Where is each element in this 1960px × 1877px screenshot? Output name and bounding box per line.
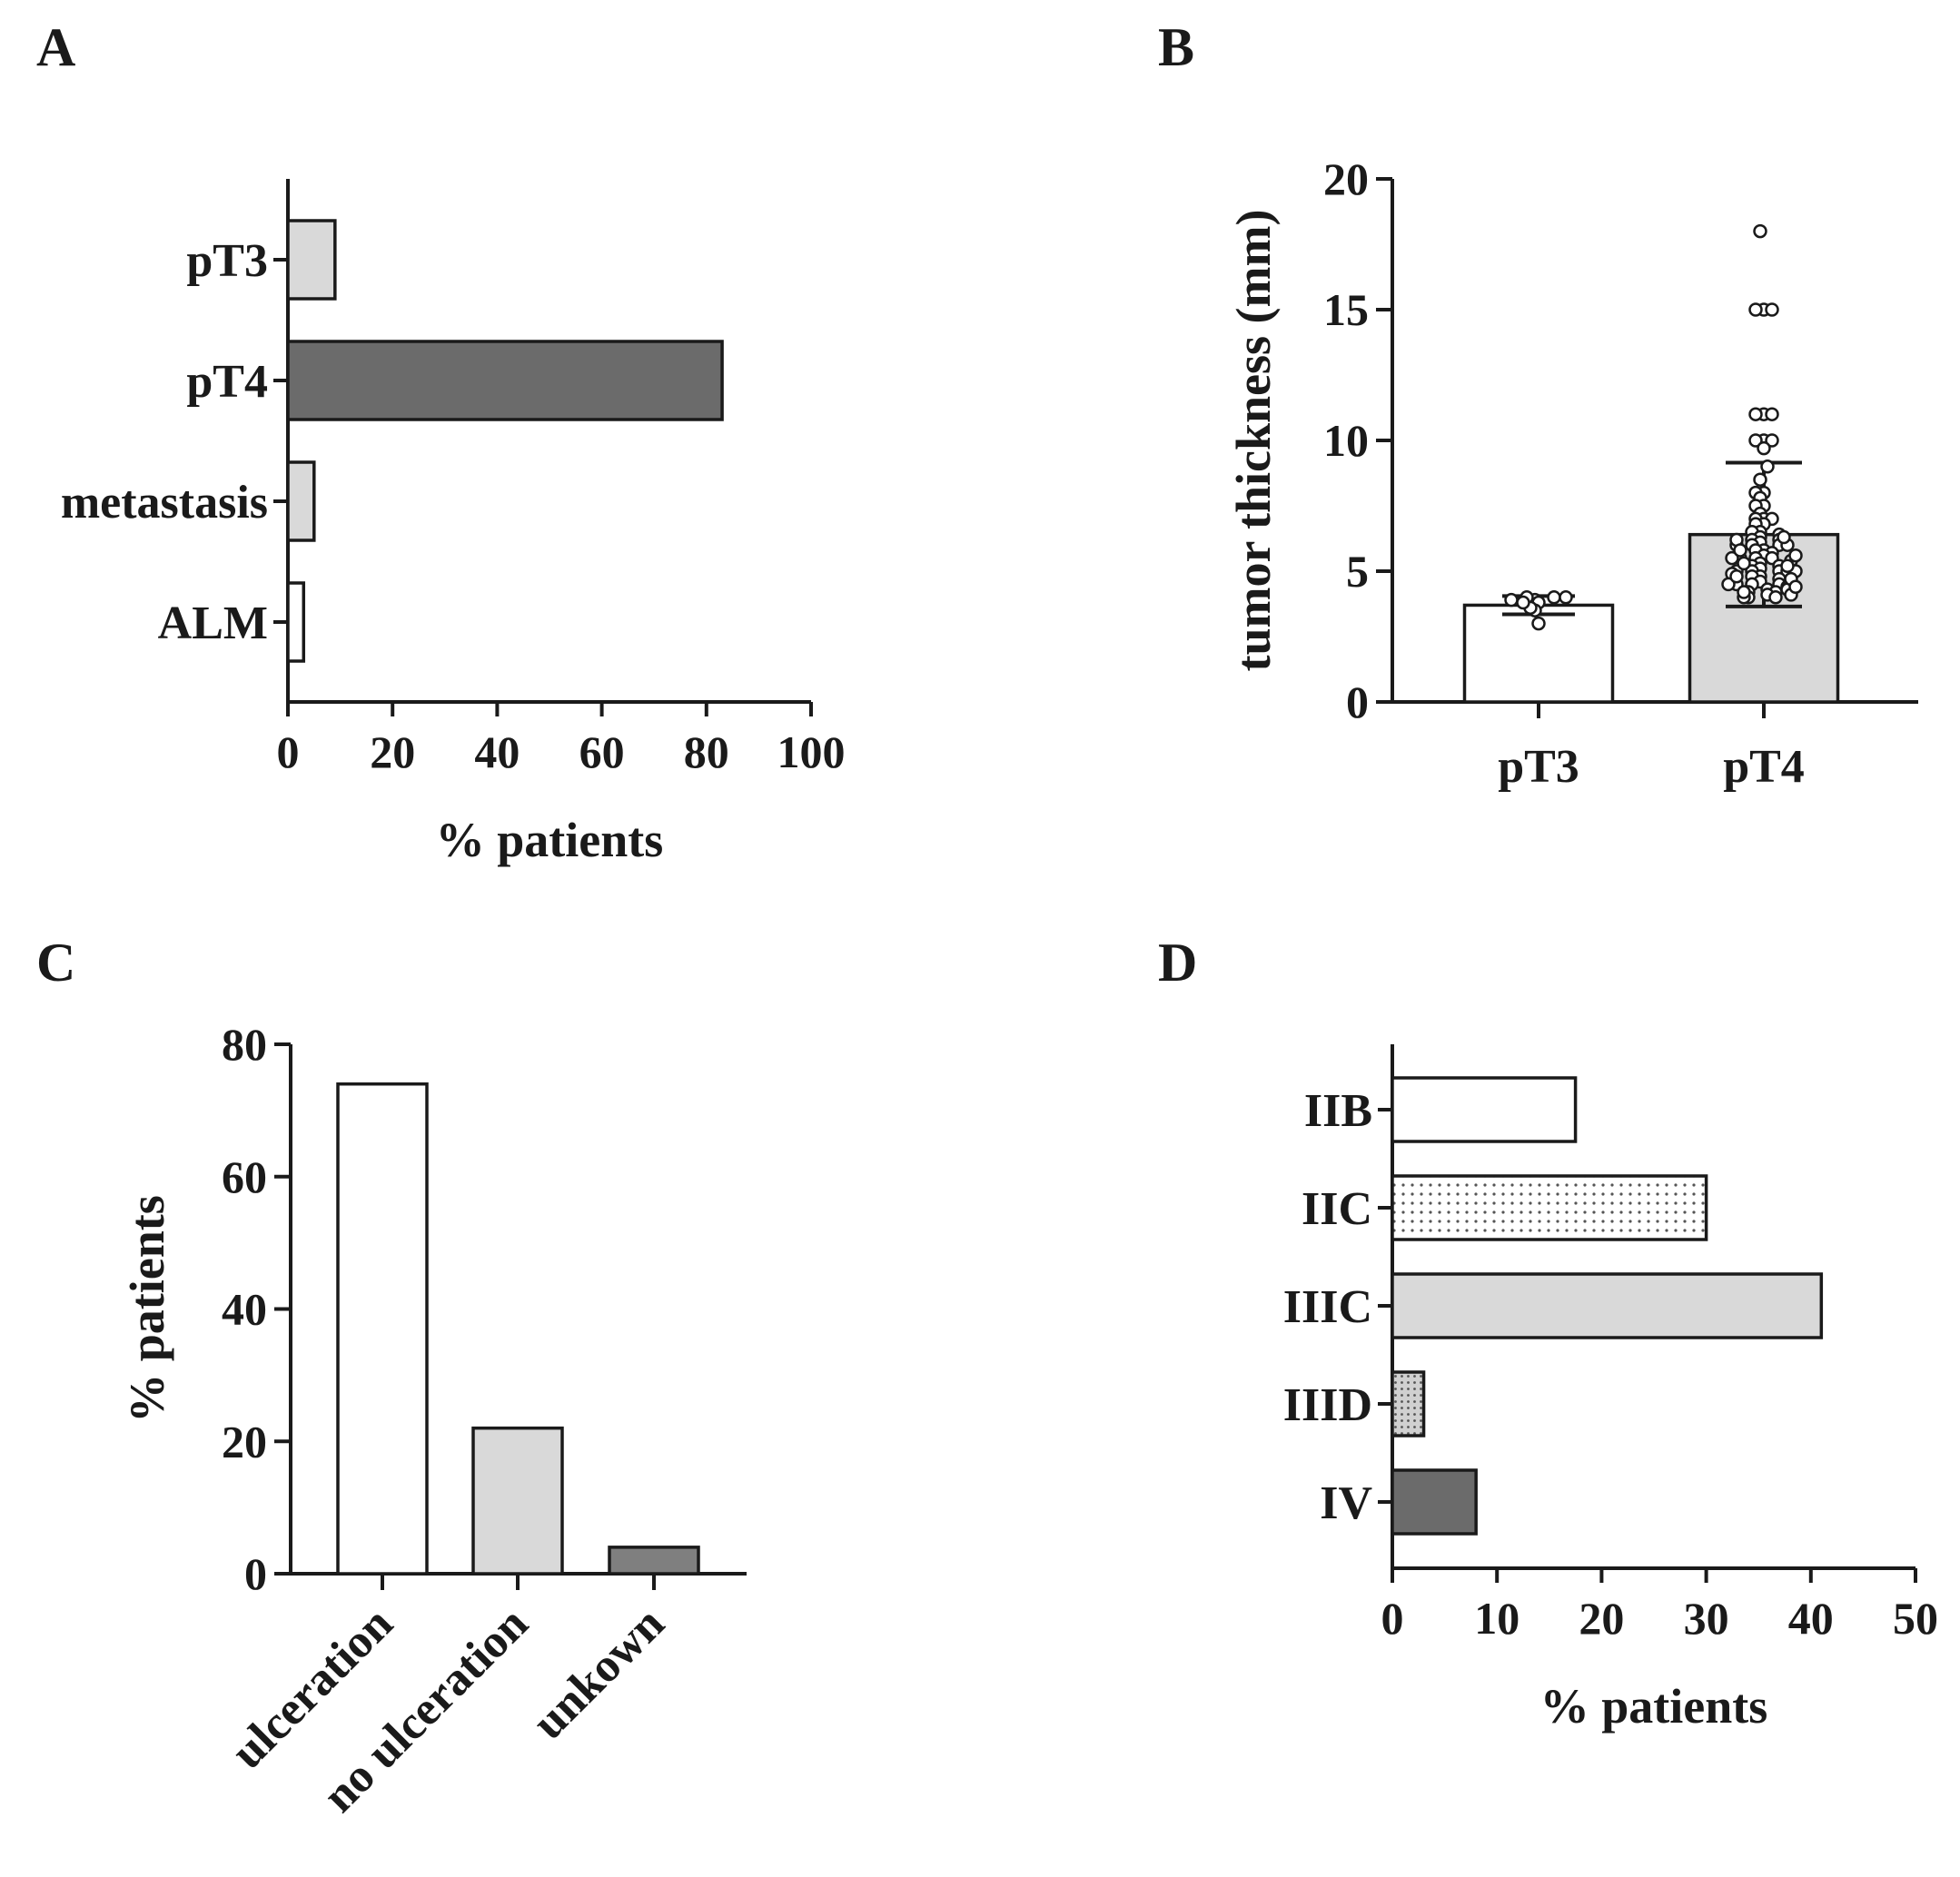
data-point-pt4 xyxy=(1757,440,1771,456)
data-point-pt3 xyxy=(1531,616,1546,631)
data-point-pt3 xyxy=(1547,590,1561,605)
x-tick-label: 20 xyxy=(370,726,415,777)
bar-alm xyxy=(286,581,306,663)
data-point-pt4 xyxy=(1729,569,1744,584)
bar-pt4 xyxy=(286,340,724,421)
data-point-pt4 xyxy=(1780,558,1795,573)
data-point-pt4 xyxy=(1725,550,1739,566)
data-point-pt4 xyxy=(1768,590,1783,605)
data-point-pt4 xyxy=(1753,472,1767,487)
bar-iib xyxy=(1391,1076,1578,1143)
data-point-pt4 xyxy=(1748,407,1763,421)
y-axis-title: % patients xyxy=(120,1195,174,1423)
panel-letter-c: C xyxy=(36,933,75,993)
category-label-pt3: pT3 xyxy=(1498,741,1579,793)
bar-iv xyxy=(1391,1468,1478,1536)
data-point-pt4 xyxy=(1765,407,1779,421)
data-point-pt4 xyxy=(1777,529,1791,545)
category-label-iv: IV xyxy=(1320,1477,1372,1529)
x-tick-label: 30 xyxy=(1684,1593,1729,1644)
category-label-pt4: pT4 xyxy=(1723,741,1805,793)
bar-unkown xyxy=(608,1546,700,1576)
x-tick-label: 80 xyxy=(684,726,729,777)
x-axis-title: % patients xyxy=(1540,1679,1768,1734)
y-tick-label: 80 xyxy=(222,1019,267,1070)
bar-metastasis xyxy=(286,460,316,542)
panel-d-chart: 0 10 20 30 40 50 IIB IIC IIIC IIID IV % patients xyxy=(1283,1044,1938,1734)
category-label-iiid: IIID xyxy=(1283,1379,1372,1431)
y-tick-label: 5 xyxy=(1346,546,1369,597)
category-label-iiic: IIIC xyxy=(1283,1281,1372,1333)
data-point-pt4 xyxy=(1748,302,1763,317)
data-point-pt4 xyxy=(1760,459,1775,474)
data-point-pt3 xyxy=(1559,590,1573,605)
category-label-iic: IIC xyxy=(1302,1183,1372,1235)
y-tick-label: 20 xyxy=(222,1416,267,1467)
y-axis-title: tumor thickness (mm) xyxy=(1226,210,1281,672)
bar-iiid xyxy=(1391,1370,1426,1437)
x-axis-title: % patients xyxy=(436,813,664,867)
data-point-pt4 xyxy=(1765,302,1779,317)
data-point-pt3 xyxy=(1504,592,1519,608)
category-label-unkown: unkown xyxy=(522,1597,674,1749)
data-point-pt4 xyxy=(1788,548,1803,563)
y-tick-label: 60 xyxy=(222,1151,267,1202)
y-tick-label: 0 xyxy=(1346,677,1369,727)
bar-no-ulceration xyxy=(471,1426,564,1576)
panel-letter-a: A xyxy=(36,17,75,77)
x-tick-label: 50 xyxy=(1893,1593,1938,1644)
y-tick-label: 20 xyxy=(1323,153,1369,204)
category-label-pt4: pT4 xyxy=(186,356,268,408)
x-tick-label: 0 xyxy=(277,726,300,777)
x-tick-label: 40 xyxy=(1788,1593,1834,1644)
x-tick-label: 20 xyxy=(1579,1593,1624,1644)
data-point-pt4 xyxy=(1721,577,1736,592)
data-point-pt4 xyxy=(1753,223,1767,239)
data-point-pt4 xyxy=(1765,433,1779,448)
panel-a-chart: 0 20 40 60 80 100 pT3 pT4 metastasis ALM % patient… xyxy=(61,179,846,867)
bar-iic xyxy=(1391,1174,1708,1241)
data-point-pt4 xyxy=(1788,579,1803,595)
panel-letter-d: D xyxy=(1158,933,1197,993)
x-tick-label: 60 xyxy=(579,726,625,777)
x-tick-label: 0 xyxy=(1381,1593,1404,1644)
category-label-alm: ALM xyxy=(158,598,268,649)
bar-ulceration xyxy=(336,1082,429,1576)
data-point-pt3 xyxy=(1516,595,1530,610)
category-label-pt3: pT3 xyxy=(186,235,268,287)
x-tick-label: 100 xyxy=(777,726,846,777)
data-point-pt4 xyxy=(1748,433,1763,448)
panel-letter-b: B xyxy=(1158,17,1194,77)
data-point-pt4 xyxy=(1737,585,1751,599)
y-tick-label: 40 xyxy=(222,1284,267,1335)
y-tick-label: 10 xyxy=(1323,415,1369,466)
category-label-metastasis: metastasis xyxy=(61,477,268,529)
y-tick-label: 15 xyxy=(1323,284,1369,335)
y-tick-label: 0 xyxy=(244,1548,267,1599)
bar-iiic xyxy=(1391,1272,1824,1339)
data-point-pt4 xyxy=(1733,543,1747,558)
x-tick-label: 10 xyxy=(1474,1593,1519,1644)
panel-b-chart: 0 5 10 15 20 pT3 pT4 tumor thickness (mm) xyxy=(1226,153,1918,793)
data-point-pt4 xyxy=(1737,556,1751,571)
category-label-iib: IIB xyxy=(1304,1085,1372,1137)
bar-pt3 xyxy=(286,219,337,301)
x-tick-label: 40 xyxy=(474,726,520,777)
